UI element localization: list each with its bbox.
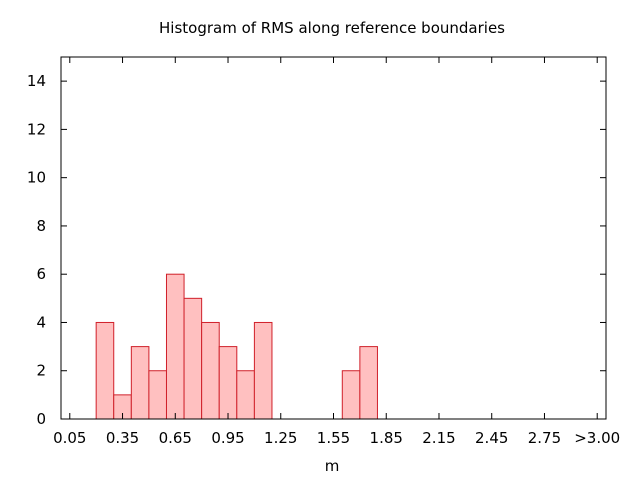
x-tick-label-4: 1.25 — [264, 429, 297, 447]
histogram-bar-10 — [341, 370, 361, 420]
histogram-bar-2 — [130, 346, 150, 420]
histogram-bar-6 — [201, 321, 220, 420]
histogram-bar-3 — [148, 370, 167, 420]
histogram-bar-9 — [253, 321, 273, 420]
x-tick-label-7: 2.15 — [422, 429, 455, 447]
x-axis-label: m — [325, 457, 340, 475]
y-axis: 0 2 4 6 8 10 12 14 — [27, 72, 606, 428]
y-tick-label-6: 12 — [27, 120, 46, 138]
y-tick-label-1: 2 — [36, 362, 46, 380]
y-tick-label-2: 4 — [36, 313, 46, 331]
x-tick-label-2: 0.65 — [159, 429, 192, 447]
y-tick-label-0: 0 — [36, 410, 46, 428]
x-tick-label-8: 2.45 — [475, 429, 508, 447]
y-tick-label-4: 8 — [36, 217, 46, 235]
x-tick-label-1: 0.35 — [106, 429, 139, 447]
x-tick-label-5: 1.55 — [317, 429, 350, 447]
chart-title: Histogram of RMS along reference boundar… — [159, 19, 505, 37]
bars-group — [95, 273, 378, 420]
y-tick-label-5: 10 — [27, 169, 46, 187]
x-tick-label-0: 0.05 — [53, 429, 86, 447]
histogram-bar-11 — [359, 346, 378, 420]
x-tick-label-9: 2.75 — [528, 429, 561, 447]
x-axis: 0.05 0.35 0.65 0.95 1.25 1.55 1.85 2.15 2.45 2.75… — [53, 57, 620, 447]
y-tick-label-7: 14 — [27, 72, 46, 90]
histogram-bar-7 — [218, 346, 238, 420]
y-tick-label-3: 6 — [36, 265, 46, 283]
x-tick-label-3: 0.95 — [211, 429, 244, 447]
histogram-bar-0 — [95, 321, 115, 420]
x-tick-label-10: >3.00 — [574, 429, 620, 447]
x-tick-label-6: 1.85 — [370, 429, 403, 447]
histogram-bar-4 — [165, 273, 185, 420]
histogram-bar-8 — [236, 370, 255, 420]
histogram-bar-5 — [183, 297, 203, 420]
